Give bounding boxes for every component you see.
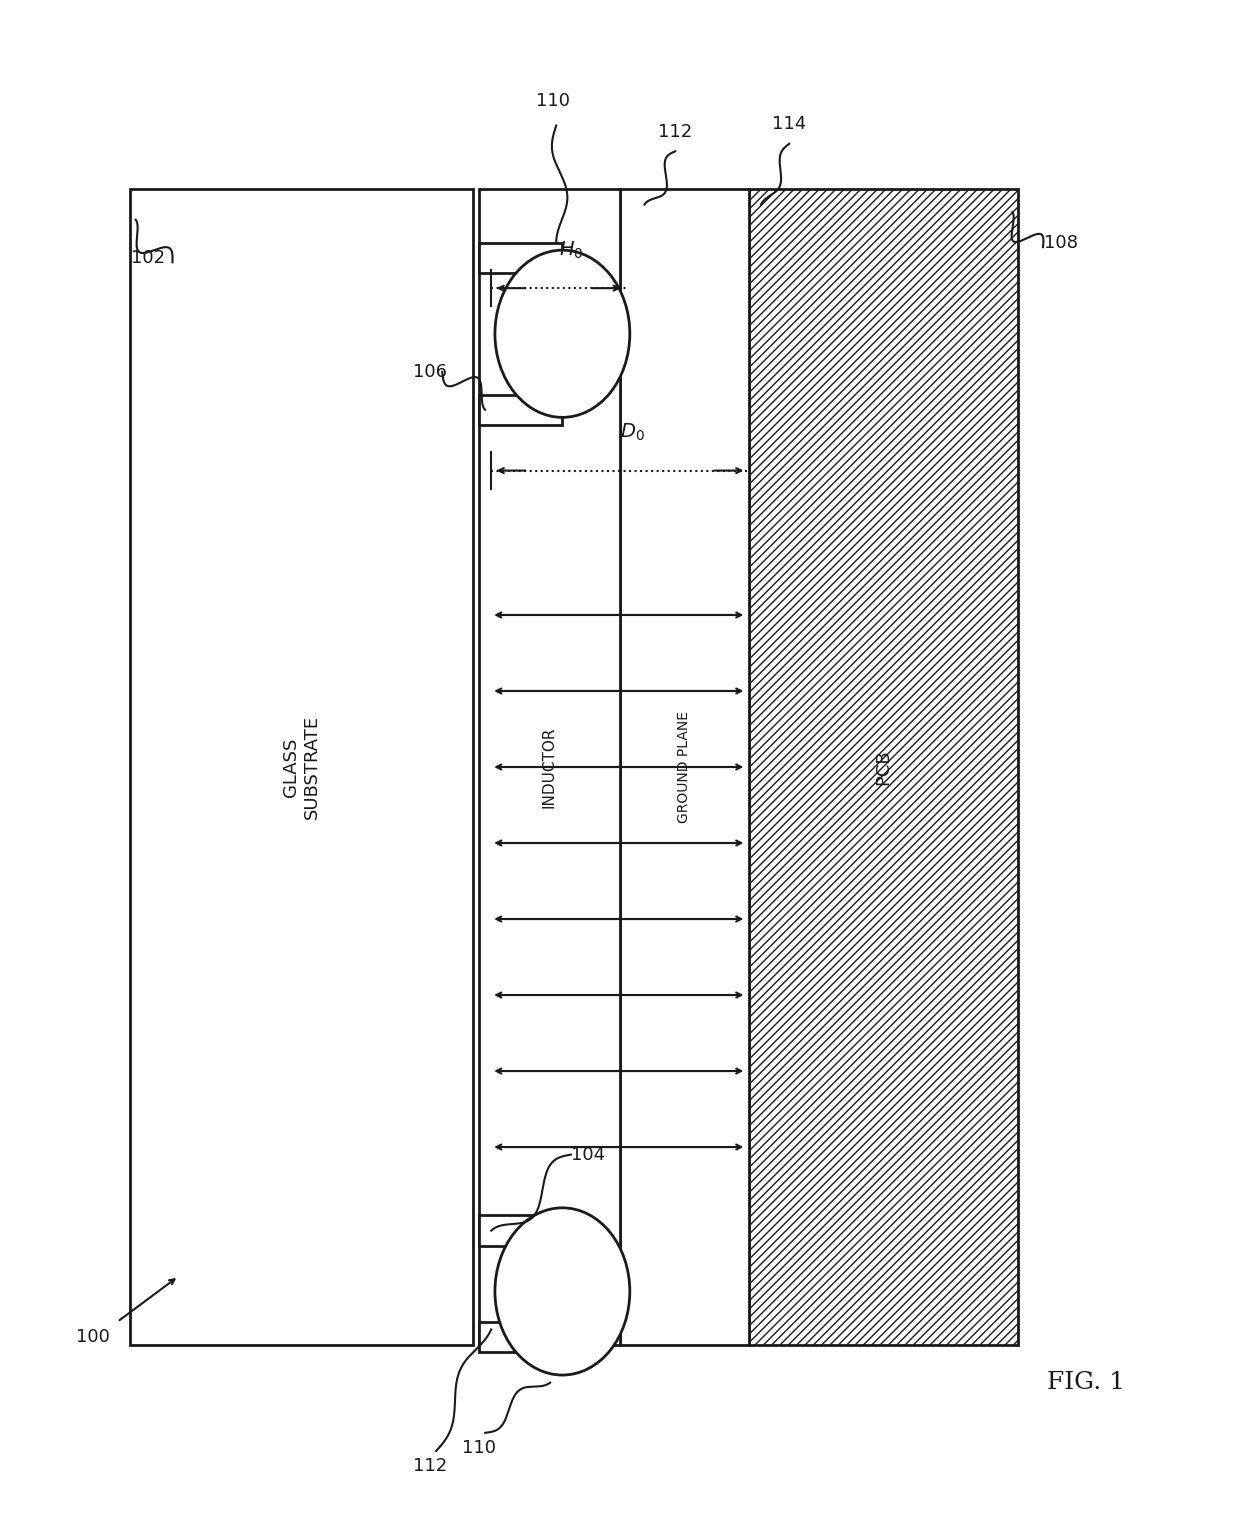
- Bar: [479, 189, 620, 1345]
- Text: 100: 100: [76, 1328, 109, 1345]
- Bar: [479, 1215, 563, 1246]
- Text: INDUCTOR: INDUCTOR: [542, 726, 557, 808]
- Text: 106: 106: [413, 362, 446, 380]
- Text: 108: 108: [1044, 233, 1079, 252]
- Text: 104: 104: [570, 1146, 605, 1164]
- Text: FIG. 1: FIG. 1: [1047, 1371, 1125, 1394]
- Bar: [479, 242, 563, 273]
- Bar: [479, 1322, 563, 1353]
- Text: 102: 102: [131, 249, 165, 267]
- Bar: [620, 189, 749, 1345]
- Text: $H_0$: $H_0$: [559, 239, 583, 261]
- Text: 110: 110: [463, 1439, 496, 1457]
- Bar: [129, 189, 472, 1345]
- Text: 114: 114: [773, 115, 806, 133]
- Text: $D_0$: $D_0$: [620, 422, 645, 443]
- Text: 112: 112: [658, 123, 692, 141]
- Circle shape: [495, 250, 630, 417]
- Text: PCB: PCB: [874, 749, 893, 785]
- Text: GLASS
SUBSTRATE: GLASS SUBSTRATE: [281, 715, 321, 819]
- Bar: [749, 189, 1018, 1345]
- Circle shape: [495, 1207, 630, 1374]
- Text: GROUND PLANE: GROUND PLANE: [677, 710, 692, 824]
- Bar: [479, 394, 563, 425]
- Text: 110: 110: [536, 92, 569, 110]
- Text: 112: 112: [413, 1457, 448, 1476]
